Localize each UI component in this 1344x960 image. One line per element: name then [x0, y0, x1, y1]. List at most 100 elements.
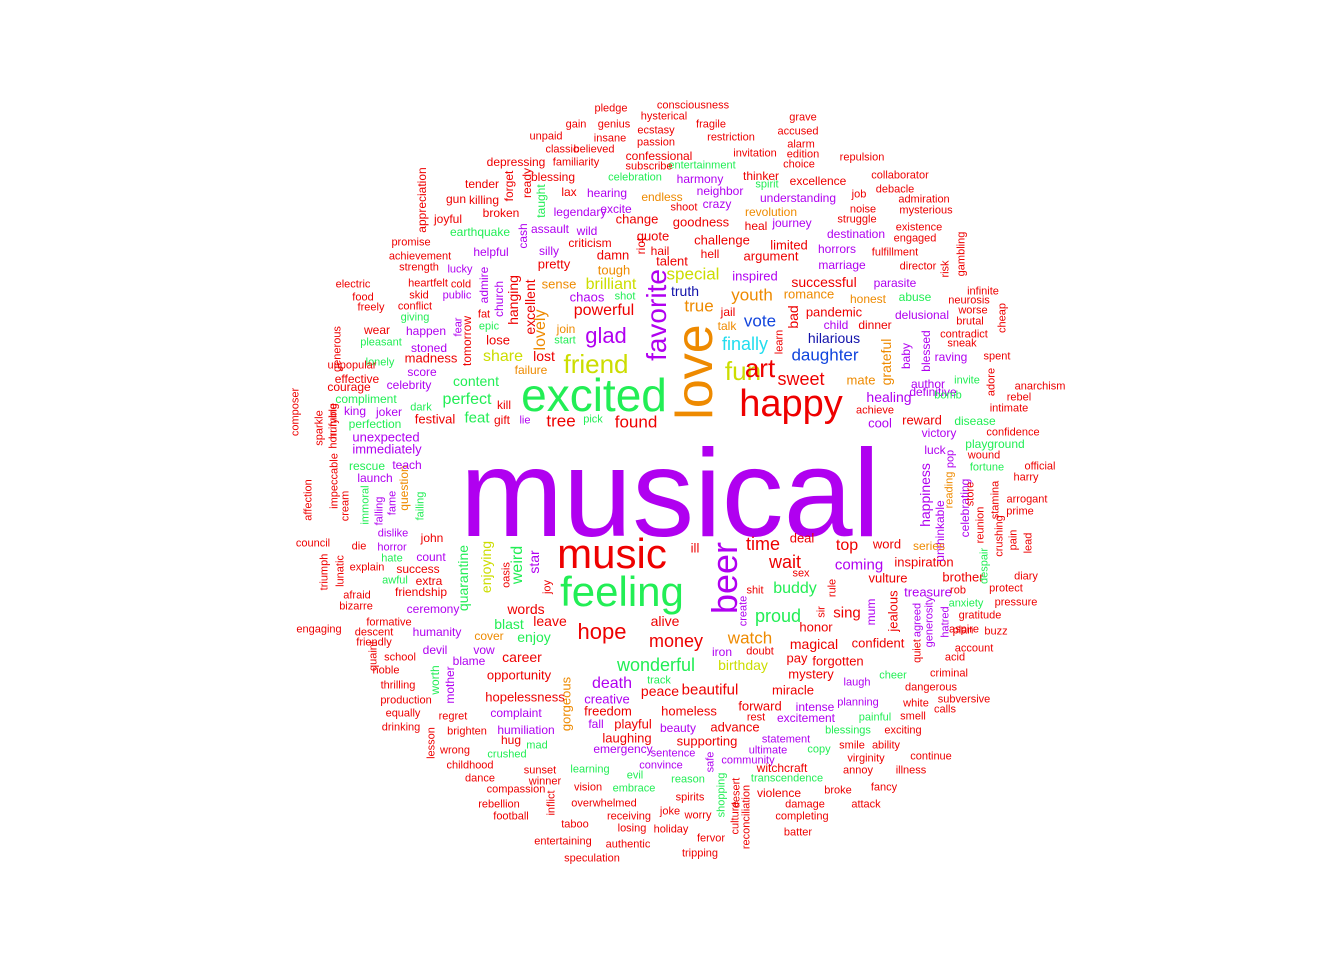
word-heartfelt: heartfelt — [408, 277, 448, 290]
word-harry: harry — [1013, 471, 1039, 484]
word-evil: evil — [626, 769, 644, 782]
word-crushing: crushing — [993, 515, 1006, 557]
word-achievement: achievement — [388, 250, 452, 263]
word-baby: baby — [899, 342, 913, 370]
word-opportunity: opportunity — [486, 667, 552, 683]
word-confident: confident — [851, 635, 905, 651]
word-aspire: aspire — [949, 623, 979, 636]
word-awful: awful — [382, 574, 408, 587]
word-triumph: triumph — [318, 553, 331, 591]
word-youth: youth — [731, 285, 773, 305]
word-pay: pay — [786, 650, 808, 666]
word-words: words — [507, 601, 545, 617]
word-playground: playground — [965, 437, 1025, 451]
word-harmony: harmony — [676, 172, 724, 186]
word-create: create — [737, 595, 750, 627]
word-smile: smile — [839, 739, 865, 752]
word-mother: mother — [443, 666, 457, 704]
word-emergency: emergency — [593, 742, 653, 756]
word-fat: fat — [477, 308, 491, 321]
word-desert: desert — [730, 777, 743, 809]
word-copy: copy — [807, 743, 831, 756]
word-criminal: criminal — [930, 667, 968, 680]
word-unpaid: unpaid — [529, 130, 563, 143]
word-rebellion: rebellion — [478, 798, 520, 811]
word-stoned: stoned — [410, 341, 448, 355]
word-collaborator: collaborator — [871, 169, 929, 182]
word-falling: falling — [373, 496, 386, 526]
word-death: death — [591, 675, 633, 692]
word-perfection: perfection — [348, 417, 402, 431]
word-killing: killing — [468, 193, 500, 207]
word-gorgeous: gorgeous — [558, 676, 574, 732]
word-mystery: mystery — [788, 666, 834, 682]
word-subversive: subversive — [937, 693, 991, 706]
word-anarchism: anarchism — [1014, 380, 1066, 393]
word-invitation: invitation — [733, 147, 777, 160]
word-vulture: vulture — [868, 570, 908, 586]
word-unpopular: unpopular — [327, 359, 377, 372]
word-childhood: childhood — [446, 759, 494, 772]
word-losing: losing — [617, 822, 647, 835]
word-leave: leave — [533, 613, 567, 629]
word-crazy: crazy — [702, 197, 732, 211]
word-violence: violence — [756, 786, 802, 800]
word-legendary: legendary — [553, 205, 607, 219]
word-wrong: wrong — [440, 744, 470, 757]
word-celebration: celebration — [608, 171, 662, 184]
word-kill: kill — [497, 398, 511, 412]
word-existence: existence — [895, 221, 943, 234]
word-pick: pick — [583, 413, 603, 426]
word-store: store — [964, 481, 977, 507]
word-series: series — [912, 539, 946, 553]
word-playful: playful — [614, 716, 652, 732]
word-community: community — [721, 754, 775, 767]
word-compassion: compassion — [486, 783, 546, 796]
word-share: share — [482, 348, 524, 365]
word-completing: completing — [775, 810, 829, 823]
word-heal: heal — [744, 219, 768, 233]
word-vision: vision — [573, 781, 603, 794]
word-vow: vow — [473, 643, 495, 657]
word-top: top — [835, 537, 859, 554]
word-rob: rob — [950, 584, 966, 597]
word-music: music — [557, 530, 667, 577]
word-reunion: reunion — [974, 506, 987, 544]
word-school: school — [384, 651, 416, 664]
word-definitive: definitive — [909, 385, 957, 399]
word-exciting: exciting — [884, 724, 922, 737]
word-understanding: understanding — [759, 191, 837, 205]
word-strength: strength — [399, 261, 439, 274]
word-bad: bad — [785, 305, 801, 329]
word-adore: adore — [985, 367, 998, 397]
word-transcendence: transcendence — [750, 772, 824, 785]
word-iron: iron — [711, 645, 733, 659]
word-talk: talk — [717, 319, 737, 333]
word-rescue: rescue — [348, 459, 386, 473]
word-lesson: lesson — [425, 727, 438, 759]
word-promise: promise — [391, 236, 431, 249]
word-sing: sing — [833, 604, 861, 622]
word-witchcraft: witchcraft — [756, 761, 808, 775]
word-cash: cash — [516, 223, 530, 249]
word-ability: ability — [871, 739, 901, 752]
word-achieve: achieve — [856, 404, 894, 417]
word-lax: lax — [561, 185, 577, 199]
word-lonely: lonely — [365, 356, 395, 369]
word-sex: sex — [792, 567, 810, 580]
word-spirit: spirit — [755, 178, 779, 191]
word-ultimate: ultimate — [748, 744, 788, 757]
word-restriction: restriction — [707, 131, 755, 144]
word-ecstasy: ecstasy — [637, 124, 675, 137]
word-engaging: engaging — [296, 623, 342, 636]
word-courage: courage — [327, 380, 371, 394]
word-joke: joke — [659, 805, 681, 818]
word-skid: skid — [409, 289, 429, 302]
word-john: john — [420, 531, 444, 545]
word-beauty: beauty — [659, 721, 697, 735]
word-joy: joy — [541, 579, 554, 595]
word-admire: admire — [477, 266, 491, 304]
word-blame: blame — [452, 654, 486, 668]
word-smell: smell — [900, 710, 926, 723]
word-blast: blast — [494, 616, 524, 632]
